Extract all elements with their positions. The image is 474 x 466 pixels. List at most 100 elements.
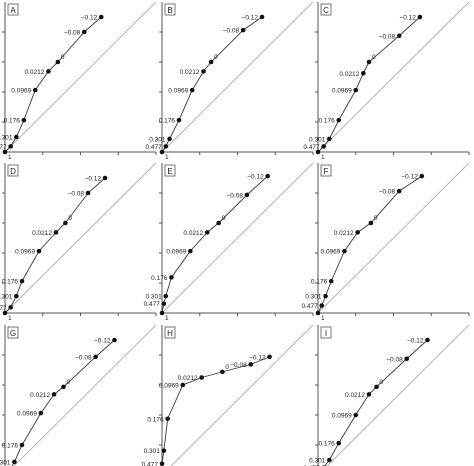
data-point xyxy=(51,392,57,397)
data-point xyxy=(315,149,321,155)
point-label: −0.12 xyxy=(247,174,264,181)
panel-label: C xyxy=(323,6,329,15)
point-label: 0.0212 xyxy=(183,230,203,237)
series-line xyxy=(161,175,269,314)
point-label: 0.176 xyxy=(2,443,19,450)
point-label: 0.176 xyxy=(151,275,168,282)
point-label: 0.0969 xyxy=(321,249,341,256)
point-label: −0.08 xyxy=(379,189,396,196)
data-point xyxy=(216,220,221,226)
reference-diagonal xyxy=(13,324,157,466)
data-point xyxy=(36,248,42,254)
data-point xyxy=(267,354,272,360)
point-label: 0.176 xyxy=(311,279,328,286)
data-point xyxy=(374,384,379,390)
data-point xyxy=(342,248,347,254)
data-point xyxy=(404,356,410,362)
point-label: 0.0212 xyxy=(180,69,200,76)
point-label: 0.0212 xyxy=(339,71,359,78)
data-point xyxy=(2,310,8,316)
reference-diagonal xyxy=(170,324,314,466)
point-label: 1 xyxy=(321,154,325,161)
point-label: 1 xyxy=(8,315,12,322)
data-point xyxy=(205,230,210,235)
point-label: 0.301 xyxy=(0,294,13,301)
point-label: −0.12 xyxy=(85,176,102,183)
panel-label-box xyxy=(7,164,19,177)
point-label: −0.12 xyxy=(407,338,424,345)
data-point xyxy=(8,144,13,149)
data-point xyxy=(336,117,342,123)
data-point xyxy=(220,369,225,375)
panel-a: A 10.477 0.301 0.176 0.0969 0.0212 0 −0.08 −0.12 xyxy=(0,1,157,161)
panel-label-box xyxy=(164,326,176,339)
data-point xyxy=(21,117,27,123)
point-label: 0.301 xyxy=(309,136,326,143)
data-point xyxy=(14,134,19,140)
point-label: 0.0969 xyxy=(168,88,188,95)
data-point xyxy=(12,459,17,465)
panel-label-box xyxy=(320,3,332,16)
panel-label-box xyxy=(320,164,332,177)
data-point xyxy=(112,337,117,343)
point-label: 0.301 xyxy=(309,458,326,465)
data-point xyxy=(425,337,430,343)
data-point xyxy=(188,248,193,254)
point-label: 0.0212 xyxy=(345,392,365,399)
reference-diagonal xyxy=(317,1,470,153)
point-label: −0.12 xyxy=(249,354,266,361)
data-point xyxy=(208,59,214,65)
reference-diagonal xyxy=(4,1,157,153)
data-point xyxy=(159,461,165,466)
point-label: 1 xyxy=(321,315,325,322)
data-point xyxy=(169,275,174,280)
point-label: −0.12 xyxy=(94,338,111,345)
axes-i xyxy=(317,325,319,466)
point-label: −0.08 xyxy=(64,30,81,37)
data-point xyxy=(176,117,182,123)
panel-label-box xyxy=(164,164,176,177)
data-point xyxy=(165,416,170,422)
data-point xyxy=(319,303,325,308)
point-label: 0.0212 xyxy=(178,375,198,382)
data-point xyxy=(265,173,271,179)
point-label: 0.301 xyxy=(144,448,161,455)
panel-label-box xyxy=(7,326,19,339)
series-line xyxy=(4,16,102,153)
data-point xyxy=(417,14,423,20)
data-point xyxy=(19,278,25,284)
point-label: 0 xyxy=(67,379,71,386)
point-label: 0.176 xyxy=(159,118,176,125)
point-label: 0.301 xyxy=(149,136,166,143)
data-point xyxy=(201,69,206,74)
point-label: 0.0212 xyxy=(30,392,50,399)
data-point xyxy=(102,175,108,181)
data-point xyxy=(32,87,38,93)
point-label: −0.12 xyxy=(401,174,418,181)
data-point xyxy=(368,220,374,226)
data-point xyxy=(336,440,342,446)
reference-diagonal xyxy=(326,324,470,466)
series-line xyxy=(317,175,423,314)
data-point xyxy=(353,87,359,93)
point-label: 0 xyxy=(372,54,376,61)
point-label: 0 xyxy=(225,364,229,371)
point-label: 1 xyxy=(165,154,169,161)
reference-diagonal xyxy=(161,1,314,153)
panel-label: I xyxy=(325,329,327,338)
point-label: 0.0212 xyxy=(25,69,45,76)
data-point xyxy=(355,230,360,235)
data-point xyxy=(244,192,250,198)
data-point xyxy=(167,136,172,142)
panel-label: B xyxy=(167,6,172,15)
point-label: 0.477 xyxy=(145,144,162,151)
data-point xyxy=(85,190,91,196)
panel-label: G xyxy=(10,329,16,338)
point-label: 0 xyxy=(61,54,65,61)
